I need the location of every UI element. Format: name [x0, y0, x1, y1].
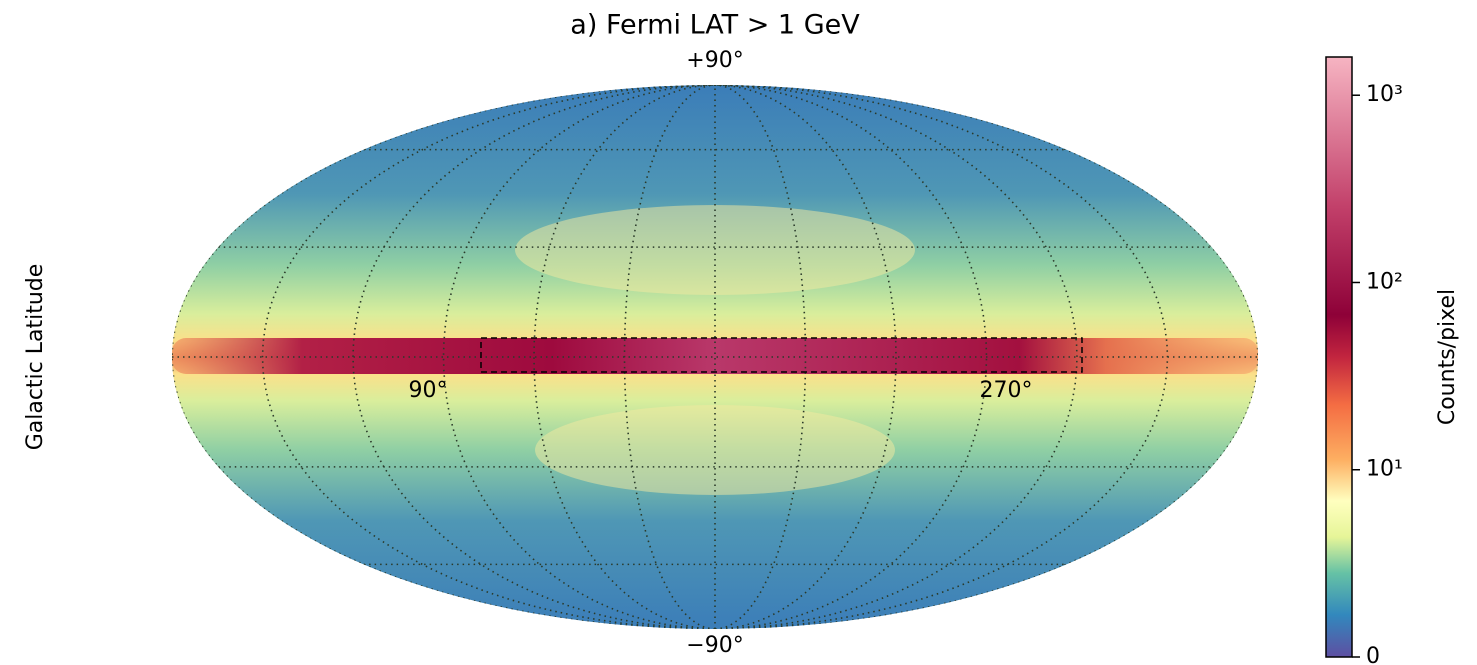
- y-axis-label: Galactic Latitude: [23, 264, 48, 451]
- sky-map: [172, 85, 1258, 629]
- diffuse-emission: [535, 405, 895, 495]
- meridian: [714, 85, 1078, 629]
- lat-label: +90°: [686, 48, 743, 73]
- meridian: [261, 85, 716, 629]
- meridian: [352, 85, 716, 629]
- lat-label: −90°: [686, 633, 743, 658]
- colorbar-label: Counts/pixel: [1435, 289, 1460, 425]
- galactic-plane: [172, 338, 1258, 374]
- colorbar-tick-label: 10²: [1366, 269, 1403, 294]
- meridian: [714, 85, 897, 629]
- colorbar: [1325, 56, 1353, 658]
- lon-label: 90°: [409, 378, 448, 403]
- title: a) Fermi LAT > 1 GeV: [570, 10, 860, 41]
- meridian: [533, 85, 716, 629]
- lon-label: 270°: [980, 378, 1033, 403]
- colorbar-tick-label: 0: [1366, 644, 1380, 665]
- colorbar-tick-label: 10³: [1366, 82, 1403, 107]
- colorbar-tick-label: 10¹: [1366, 457, 1403, 482]
- region-box: [480, 337, 1083, 373]
- diffuse-emission: [515, 205, 915, 295]
